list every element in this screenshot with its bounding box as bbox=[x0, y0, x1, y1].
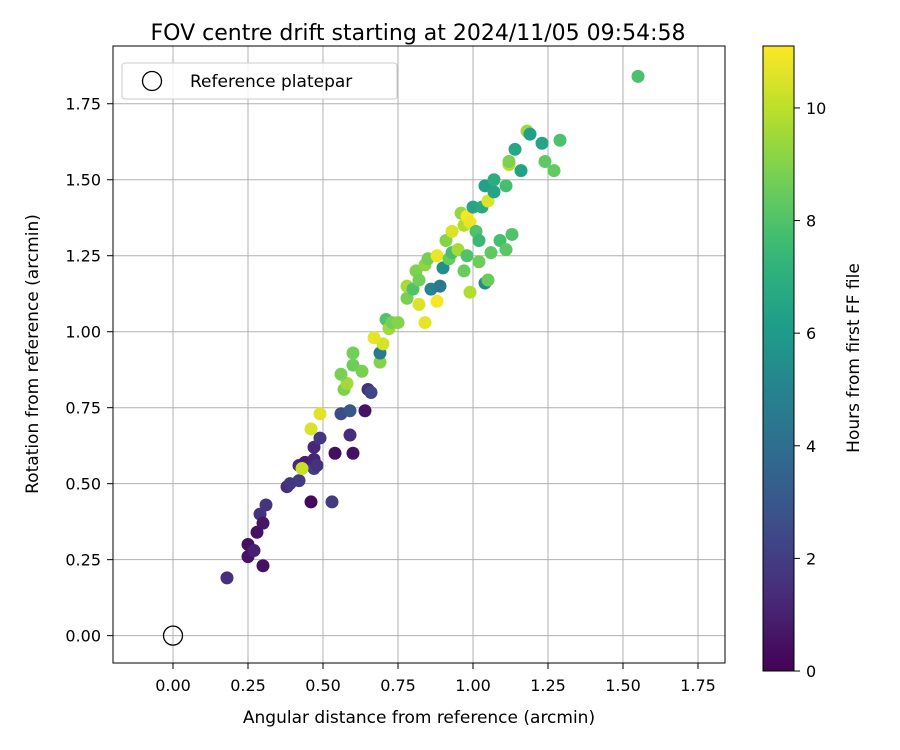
data-point bbox=[412, 273, 426, 287]
data-point bbox=[328, 446, 342, 460]
data-point bbox=[343, 404, 357, 418]
data-point bbox=[313, 431, 327, 445]
data-point bbox=[457, 264, 471, 278]
data-point bbox=[373, 355, 387, 369]
data-point bbox=[346, 346, 360, 360]
data-point bbox=[355, 364, 369, 378]
y-tick-label: 1.50 bbox=[65, 171, 101, 190]
x-tick-label: 0.75 bbox=[380, 676, 416, 695]
data-point bbox=[292, 474, 306, 488]
data-point bbox=[460, 249, 474, 263]
data-point bbox=[505, 227, 519, 241]
legend: Reference platepar bbox=[121, 62, 398, 100]
data-point bbox=[514, 164, 528, 178]
scatter-points bbox=[220, 69, 645, 585]
y-tick-label: 1.75 bbox=[65, 95, 101, 114]
plot-area: 0.00 0.25 0.50 0.75 1.00 1.25 1.50 1.75 0.00 0.2… bbox=[65, 45, 726, 695]
data-point bbox=[499, 179, 513, 193]
legend-box bbox=[121, 62, 398, 100]
data-point bbox=[418, 316, 432, 330]
colorbar-tick-label: 2 bbox=[806, 549, 816, 568]
data-point bbox=[508, 142, 522, 156]
colorbar-tick-label: 8 bbox=[806, 212, 816, 231]
data-point bbox=[334, 367, 348, 381]
data-point bbox=[538, 154, 552, 168]
x-axis-label: Angular distance from reference (arcmin) bbox=[243, 708, 595, 728]
y-tick-label: 1.25 bbox=[65, 247, 101, 266]
data-point bbox=[256, 516, 270, 530]
data-point bbox=[481, 273, 495, 287]
y-tick-label: 0.00 bbox=[65, 627, 101, 646]
data-point bbox=[547, 164, 561, 178]
data-point bbox=[247, 544, 261, 558]
chart-title: FOV centre drift starting at 2024/11/05 … bbox=[151, 21, 686, 46]
x-tick-label: 0.00 bbox=[155, 676, 191, 695]
y-tick-label: 0.25 bbox=[65, 551, 101, 570]
data-point bbox=[304, 495, 318, 509]
data-point bbox=[433, 279, 447, 293]
data-point bbox=[472, 255, 486, 269]
data-point bbox=[256, 559, 270, 573]
data-point bbox=[346, 446, 360, 460]
data-point bbox=[391, 316, 405, 330]
data-point bbox=[364, 385, 378, 399]
data-point bbox=[553, 133, 567, 147]
data-point bbox=[487, 173, 501, 187]
data-point bbox=[535, 136, 549, 150]
colorbar-gradient bbox=[762, 45, 795, 672]
legend-entry: Reference platepar bbox=[190, 72, 352, 92]
data-point bbox=[430, 294, 444, 308]
x-tick-label: 0.25 bbox=[230, 676, 266, 695]
data-point bbox=[523, 127, 537, 141]
x-tick-label: 0.50 bbox=[305, 676, 341, 695]
colorbar-ticks: 0 2 4 6 8 10 bbox=[794, 99, 826, 681]
plot-frame bbox=[112, 45, 726, 664]
data-point bbox=[367, 331, 381, 345]
reference-marker bbox=[162, 625, 184, 646]
legend-marker bbox=[141, 70, 163, 92]
x-axis-ticks: 0.00 0.25 0.50 0.75 1.00 1.25 1.50 1.75 bbox=[155, 663, 716, 695]
reference-point bbox=[162, 625, 184, 646]
y-tick-label: 0.50 bbox=[65, 475, 101, 494]
colorbar-label: Hours from first FF file bbox=[844, 263, 864, 453]
colorbar-tick-label: 0 bbox=[806, 662, 816, 681]
data-point bbox=[358, 404, 372, 418]
data-point bbox=[484, 246, 498, 260]
colorbar: 0 2 4 6 8 10 Hours from first FF file bbox=[762, 45, 864, 681]
x-tick-label: 1.00 bbox=[455, 676, 491, 695]
x-tick-label: 1.75 bbox=[680, 676, 716, 695]
data-point bbox=[445, 224, 459, 238]
data-point bbox=[295, 461, 309, 475]
x-tick-label: 1.25 bbox=[530, 676, 566, 695]
data-point bbox=[631, 69, 645, 83]
data-point bbox=[310, 458, 324, 472]
data-point bbox=[472, 234, 486, 248]
y-axis-ticks: 0.00 0.25 0.50 0.75 1.00 1.25 1.50 1.75 bbox=[65, 95, 113, 646]
data-point bbox=[430, 249, 444, 263]
colorbar-tick-label: 6 bbox=[806, 324, 816, 343]
data-point bbox=[325, 495, 339, 509]
x-tick-label: 1.50 bbox=[605, 676, 641, 695]
y-tick-label: 1.00 bbox=[65, 323, 101, 342]
data-point bbox=[466, 200, 480, 214]
data-point bbox=[259, 498, 273, 512]
data-point bbox=[343, 428, 357, 442]
data-point bbox=[304, 422, 318, 436]
data-point bbox=[499, 243, 513, 257]
data-point bbox=[313, 407, 327, 421]
data-point bbox=[502, 154, 516, 168]
y-tick-label: 0.75 bbox=[65, 399, 101, 418]
data-point bbox=[487, 185, 501, 199]
colorbar-tick-label: 4 bbox=[806, 437, 816, 456]
data-point bbox=[412, 297, 426, 311]
data-point bbox=[220, 571, 234, 585]
y-axis-label: Rotation from reference (arcmin) bbox=[23, 214, 43, 494]
data-point bbox=[463, 285, 477, 299]
grid-lines bbox=[113, 46, 725, 663]
colorbar-tick-label: 10 bbox=[806, 99, 826, 118]
